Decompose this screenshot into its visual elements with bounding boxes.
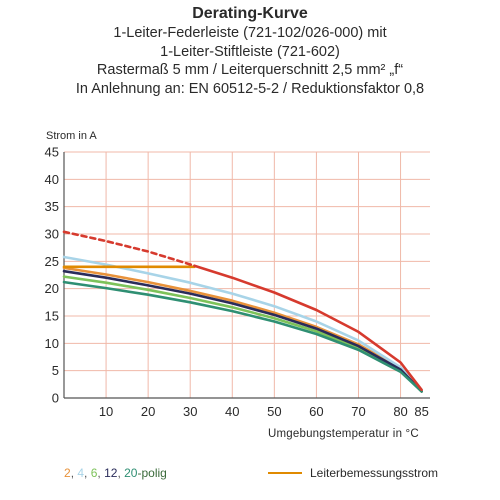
y-tick-label: 15 <box>45 309 59 324</box>
x-tick-label: 80 <box>393 404 407 419</box>
legend-token: 12 <box>104 466 118 480</box>
y-tick-label: 10 <box>45 336 59 351</box>
y-tick-label: 35 <box>45 199 59 214</box>
legend-token: , <box>84 466 91 480</box>
y-tick-label: 30 <box>45 227 59 242</box>
legend-token: 20 <box>124 466 138 480</box>
subtitle-line-2: 1-Leiter-Stiftleiste (721-602) <box>160 43 340 60</box>
y-tick-label: 5 <box>52 363 59 378</box>
y-tick-label: 40 <box>45 172 59 187</box>
legend-line-swatch <box>268 472 302 474</box>
x-tick-label: 85 <box>414 404 428 419</box>
y-tick-label: 0 <box>52 391 59 406</box>
series-line-dashed <box>62 230 196 268</box>
legend-token: 6 <box>90 466 98 480</box>
legend-rated-current: Leiterbemessungsstrom <box>268 466 438 480</box>
chart-title: Derating-Kurve <box>192 5 308 22</box>
legend-token: -polig <box>137 466 167 480</box>
x-tick-label: 20 <box>141 404 155 419</box>
legend-token: , <box>97 466 105 480</box>
subtitle-line-1: 1-Leiter-Federleiste (721-102/026-000) m… <box>113 25 387 41</box>
subtitle-line-4: In Anlehnung an: EN 60512-5-2 / Reduktio… <box>75 80 425 97</box>
legend-token: 2 <box>64 466 71 480</box>
y-tick-label: 45 <box>45 145 59 160</box>
legend-rated-current-label: Leiterbemessungsstrom <box>310 466 439 480</box>
y-axis-label: Strom in A <box>46 130 97 142</box>
legend-token: , <box>117 466 125 480</box>
x-tick-label: 40 <box>225 404 239 419</box>
series-line <box>62 266 423 393</box>
legend-token: 4 <box>77 466 85 480</box>
legend-pole-counts: 2, 4, 6, 12, 20-polig <box>64 466 167 480</box>
series-line <box>62 255 423 393</box>
x-tick-label: 70 <box>351 404 365 419</box>
legend-token: , <box>70 466 78 480</box>
series-line <box>62 280 423 393</box>
series-line <box>193 264 423 392</box>
y-tick-label: 25 <box>45 254 59 269</box>
x-tick-label: 50 <box>267 404 281 419</box>
x-tick-label: 10 <box>99 404 113 419</box>
y-tick-label: 20 <box>45 281 59 296</box>
subtitle-line-3: Rastermaß 5 mm / Leiterquerschnitt 2,5 m… <box>96 62 404 78</box>
x-tick-label: 60 <box>309 404 323 419</box>
series-line <box>62 275 423 393</box>
x-axis-label: Umgebungstemperatur in °C <box>268 428 419 440</box>
series-line <box>62 269 423 393</box>
chart-header: Derating-Kurve 1-Leiter-Federleiste (721… <box>0 4 500 98</box>
x-tick-label: 30 <box>183 404 197 419</box>
